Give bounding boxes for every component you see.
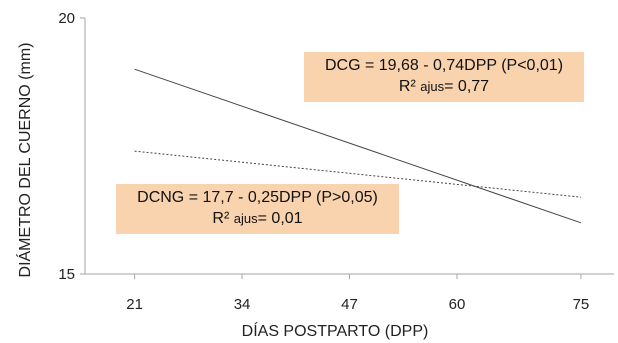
- dcng-r2-prefix: R²: [212, 210, 230, 227]
- y-tick-label: 15: [58, 266, 75, 283]
- dcg-r2-prefix: R²: [398, 78, 416, 95]
- x-axis-title: DÍAS POSTPARTO (DPP): [242, 321, 429, 340]
- series-line-dcng: [134, 150, 581, 198]
- series-line-dcg: [134, 68, 582, 224]
- series: [134, 68, 582, 224]
- y-axis-title: DIÁMETRO DEL CUERNO (mm): [15, 43, 34, 278]
- x-tick-label: 75: [573, 296, 590, 313]
- dcng-r2-sub: ajus: [233, 211, 258, 226]
- x-tick-label: 21: [126, 296, 143, 313]
- dcg-r2-sub: ajus: [420, 79, 445, 94]
- y-tick-label: 20: [58, 10, 75, 27]
- dcg-equation-box: DCG = 19,68 - 0,74DPP (P<0,01) R² ajus= …: [304, 52, 584, 102]
- x-tick-label: 47: [341, 296, 358, 313]
- dcg-r2-value: = 0,77: [444, 78, 490, 95]
- x-tick-label: 34: [234, 296, 251, 313]
- dcg-r2: R² ajus= 0,77: [304, 76, 584, 97]
- ticks: 21 34 47 60 75 15 20: [58, 10, 589, 313]
- dcng-equation-box: DCNG = 17,7 - 0,25DPP (P>0,05) R² ajus= …: [116, 184, 399, 234]
- dcng-r2-value: = 0,01: [257, 210, 303, 227]
- dcg-equation: DCG = 19,68 - 0,74DPP (P<0,01): [324, 57, 564, 74]
- dcng-r2: R² ajus= 0,01: [116, 208, 399, 229]
- x-tick-label: 60: [449, 296, 466, 313]
- dcng-equation: DCNG = 17,7 - 0,25DPP (P>0,05): [137, 189, 378, 206]
